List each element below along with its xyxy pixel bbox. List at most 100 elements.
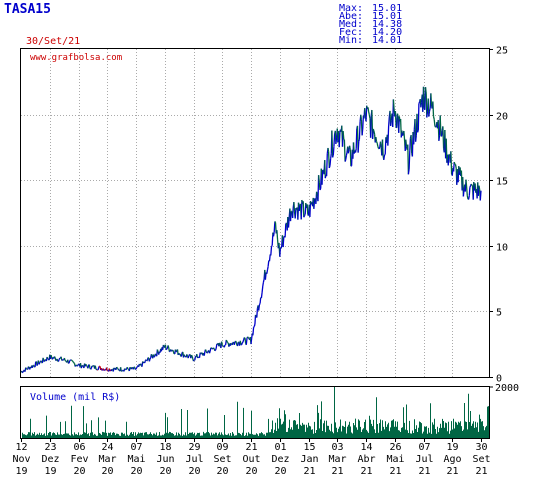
price-segment <box>190 354 193 357</box>
price-segment <box>65 360 68 363</box>
price-segment <box>422 86 425 108</box>
price-segment <box>417 103 420 131</box>
price-segment <box>321 169 324 185</box>
price-segment <box>191 356 194 360</box>
price-segment <box>294 208 297 219</box>
price-segment <box>372 128 375 132</box>
price-segment <box>325 153 328 177</box>
price-segment <box>267 260 270 267</box>
price-segment <box>80 366 83 369</box>
price-segment <box>71 360 74 363</box>
x-tick-label: Dez <box>271 454 289 465</box>
price-segment <box>369 115 372 138</box>
price-segment <box>383 154 386 160</box>
price-segment <box>342 131 345 140</box>
price-segment <box>274 221 277 223</box>
price-segment <box>180 352 183 357</box>
price-segment <box>244 338 247 344</box>
price-segment <box>241 341 244 344</box>
price-segment <box>53 356 56 358</box>
price-segment <box>466 195 469 200</box>
stat-min-value: 14.01 <box>372 35 403 46</box>
price-segment <box>125 368 128 371</box>
x-tick-label: Set <box>213 454 231 465</box>
price-segment <box>40 360 43 363</box>
volume-title: Volume (mil R$) <box>30 392 120 403</box>
price-segment <box>343 138 345 141</box>
price-segment <box>188 354 191 357</box>
price-segment <box>405 139 408 147</box>
x-tick-label: Jun <box>156 454 174 465</box>
price-segment <box>82 364 84 367</box>
price-segment <box>387 116 390 128</box>
price-segment <box>345 155 348 160</box>
price-segment <box>364 108 366 115</box>
price-segment <box>74 364 77 367</box>
price-segment <box>303 213 306 217</box>
price-segment <box>225 339 228 342</box>
quote-date: 30/Set/21 <box>26 36 81 47</box>
price-segment <box>220 341 223 346</box>
price-segment <box>378 146 381 150</box>
x-tick-label: 30 <box>475 442 487 453</box>
price-segment <box>153 356 156 358</box>
price-segment <box>360 114 363 120</box>
x-tick-label: Jul <box>185 454 203 465</box>
price-segment <box>379 141 382 148</box>
price-segment <box>135 367 138 370</box>
price-segment <box>214 349 217 352</box>
price-segment <box>172 349 175 352</box>
price-segment <box>31 365 34 368</box>
price-segment <box>416 113 419 133</box>
price-segment <box>258 304 261 311</box>
price-segment <box>282 237 285 248</box>
price-segment <box>136 366 138 368</box>
x-tick-label: Nov <box>12 454 30 465</box>
price-segment <box>358 139 361 142</box>
price-segment <box>61 359 63 361</box>
price-segment <box>236 341 239 347</box>
price-segment <box>376 142 379 147</box>
x-tick-label: 24 <box>101 442 113 453</box>
price-segment <box>367 111 370 115</box>
stat-max-value: 15.01 <box>372 3 403 14</box>
price-segment <box>343 139 346 162</box>
price-segment <box>230 342 233 345</box>
x-tick-label: 21 <box>418 466 430 477</box>
price-segment <box>233 341 236 345</box>
price-segment <box>33 365 35 368</box>
price-segment <box>331 130 334 158</box>
price-segment <box>124 368 126 370</box>
price-segment <box>86 365 88 367</box>
price-segment <box>63 357 66 361</box>
price-segment <box>85 363 88 367</box>
price-segment <box>439 115 442 136</box>
price-segment <box>432 116 435 120</box>
price-segment <box>231 342 234 345</box>
price-y-tick-label: 5 <box>496 308 502 319</box>
price-segment <box>328 165 331 169</box>
price-panel-frame <box>20 48 490 378</box>
price-segment <box>235 342 238 346</box>
watermark: www.grafbolsa.com <box>30 53 122 63</box>
price-segment <box>284 223 287 238</box>
price-segment <box>156 349 159 353</box>
price-segment <box>71 359 73 362</box>
price-segment <box>389 120 392 126</box>
price-segment <box>430 93 433 107</box>
price-segment <box>381 139 384 156</box>
ticker-symbol: TASA15 <box>4 2 51 17</box>
price-segment <box>39 361 41 364</box>
price-segment <box>315 191 318 197</box>
x-tick-label: 20 <box>130 466 142 477</box>
x-tick-label: 21 <box>331 466 343 477</box>
price-segment <box>76 365 79 367</box>
x-tick-label: Fev <box>70 454 88 465</box>
price-segment <box>129 366 132 369</box>
price-segment <box>165 348 168 351</box>
price-segment <box>335 137 338 144</box>
x-tick-label: 20 <box>245 466 257 477</box>
price-segment <box>276 230 279 240</box>
price-series <box>20 86 482 374</box>
